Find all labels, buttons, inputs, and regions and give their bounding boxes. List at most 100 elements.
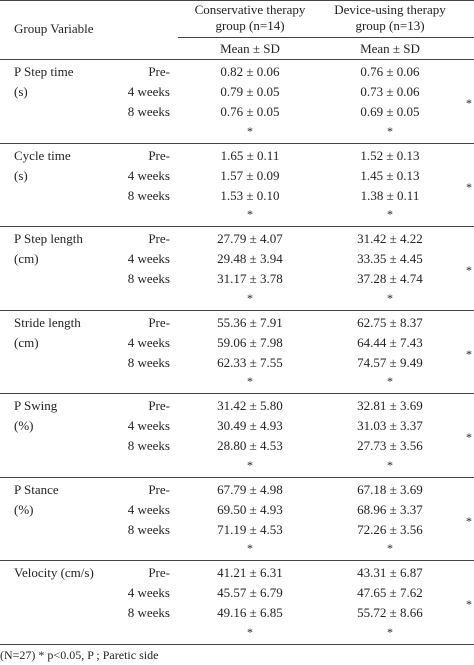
period-label: Pre- — [148, 64, 170, 79]
col2-value: 31.42 ± 4.22 — [357, 231, 423, 246]
col1-value: 55.36 ± 7.91 — [217, 314, 283, 330]
period-label: Pre- — [148, 147, 170, 163]
variable-unit: (cm) — [14, 251, 39, 266]
period-label: 8 weeks — [127, 104, 170, 120]
col1-title-line1: Conservative therapy — [194, 2, 306, 17]
col2-value: 1.38 ± 0.11 — [360, 187, 420, 203]
variable-name: Stride length — [14, 314, 81, 330]
col2-value: 1.52 ± 0.13 — [360, 147, 420, 163]
variable-name: Cycle time — [14, 147, 71, 163]
group-divider — [0, 142, 474, 144]
col2-value: 62.75 ± 8.37 — [357, 314, 423, 330]
col2-significance: * — [387, 624, 393, 639]
col1-significance: * — [247, 624, 253, 639]
variable-unit: (cm) — [14, 334, 39, 350]
col2-significance: * — [387, 541, 393, 556]
col1-significance: * — [247, 290, 253, 305]
col1-significance: * — [247, 457, 253, 472]
col2-value: 0.69 ± 0.05 — [360, 104, 420, 120]
period-label: Pre- — [148, 398, 170, 413]
group-significance: * — [466, 597, 472, 611]
col2-significance: * — [387, 374, 393, 389]
col2-value: 27.73 ± 3.56 — [357, 438, 423, 454]
header-bottom-rule — [0, 59, 474, 60]
period-label: 4 weeks — [127, 167, 170, 183]
col2-value: 33.35 ± 4.45 — [357, 251, 423, 267]
variable-unit: (%) — [14, 501, 34, 517]
col1-value: 30.49 ± 4.93 — [217, 418, 283, 434]
col2-stat-label: Mean ± SD — [360, 41, 420, 56]
col2-value: 32.81 ± 3.69 — [357, 398, 423, 413]
col2-significance: * — [387, 457, 393, 472]
group-significance: * — [466, 430, 472, 444]
period-label: 8 weeks — [127, 605, 170, 621]
col1-value: 0.76 ± 0.05 — [220, 104, 280, 120]
period-label: 8 weeks — [127, 354, 170, 370]
col1-value: 49.16 ± 6.85 — [217, 605, 283, 621]
col1-stat-label: Mean ± SD — [220, 41, 280, 56]
col2-value: 72.26 ± 3.56 — [357, 521, 423, 537]
col2-significance: * — [387, 290, 393, 305]
group-divider — [0, 643, 474, 645]
col1-value: 62.33 ± 7.55 — [217, 354, 283, 370]
col1-value: 71.19 ± 4.53 — [217, 521, 283, 537]
group-significance: * — [466, 263, 472, 277]
col1-value: 1.53 ± 0.10 — [220, 187, 280, 203]
variable-name: P Stance — [14, 481, 59, 497]
period-label: 4 weeks — [127, 585, 170, 601]
period-label: 4 weeks — [127, 418, 170, 434]
col2-value: 74.57 ± 9.49 — [357, 354, 423, 370]
col1-significance: * — [247, 207, 253, 222]
col1-value: 67.79 ± 4.98 — [217, 481, 283, 497]
period-label: Pre- — [148, 481, 170, 497]
group-divider — [0, 309, 474, 311]
col2-value: 31.03 ± 3.37 — [357, 418, 423, 434]
variable-unit: (%) — [14, 418, 34, 433]
col2-title-line1: Device-using therapy — [334, 2, 446, 17]
col1-value: 59.06 ± 7.98 — [217, 334, 283, 350]
col2-value: 67.18 ± 3.69 — [357, 481, 423, 497]
col2-value: 43.31 ± 6.87 — [357, 565, 423, 580]
period-label: 8 weeks — [127, 271, 170, 287]
variable-name: Velocity (cm/s) — [14, 565, 94, 580]
col1-value: 45.57 ± 6.79 — [217, 585, 283, 601]
period-label: 8 weeks — [127, 438, 170, 454]
group-variable-header: Group Variable — [14, 21, 94, 36]
col2-value: 64.44 ± 7.43 — [357, 334, 423, 350]
period-label: 4 weeks — [127, 84, 170, 100]
header-subrule — [178, 37, 474, 38]
period-label: Pre- — [148, 565, 170, 580]
col1-value: 1.65 ± 0.11 — [220, 147, 280, 163]
group-divider — [0, 476, 474, 478]
period-label: 4 weeks — [127, 501, 170, 517]
col2-value: 1.45 ± 0.13 — [360, 167, 420, 183]
col1-value: 31.17 ± 3.78 — [217, 271, 283, 287]
col1-value: 69.50 ± 4.93 — [217, 501, 283, 517]
col1-value: 29.48 ± 3.94 — [217, 251, 283, 267]
col2-value: 47.65 ± 7.62 — [357, 585, 423, 601]
group-divider — [0, 393, 474, 394]
col1-value: 1.57 ± 0.09 — [220, 167, 280, 183]
period-label: Pre- — [148, 314, 170, 330]
period-label: 4 weeks — [127, 251, 170, 267]
period-label: Pre- — [148, 231, 170, 246]
group-significance: * — [466, 513, 472, 528]
col2-value: 55.72 ± 8.66 — [357, 605, 423, 621]
col2-value: 0.76 ± 0.06 — [360, 64, 420, 79]
col1-value: 28.80 ± 4.53 — [217, 438, 283, 454]
col1-significance: * — [247, 123, 253, 138]
col1-significance: * — [247, 374, 253, 389]
footnote: (N=27) * p<0.05, P ; Paretic side — [0, 648, 159, 662]
col2-significance: * — [387, 123, 393, 138]
col2-title-line2: group (n=13) — [355, 18, 425, 33]
col2-significance: * — [387, 207, 393, 222]
group-divider — [0, 226, 474, 227]
group-significance: * — [466, 96, 472, 110]
col2-value: 37.28 ± 4.74 — [357, 271, 423, 287]
col2-value: 0.73 ± 0.06 — [360, 84, 420, 100]
variable-name: P Swing — [14, 398, 58, 413]
group-significance: * — [466, 179, 472, 194]
group-significance: * — [466, 346, 472, 361]
period-label: 4 weeks — [127, 334, 170, 350]
variable-unit: (s) — [14, 167, 28, 183]
